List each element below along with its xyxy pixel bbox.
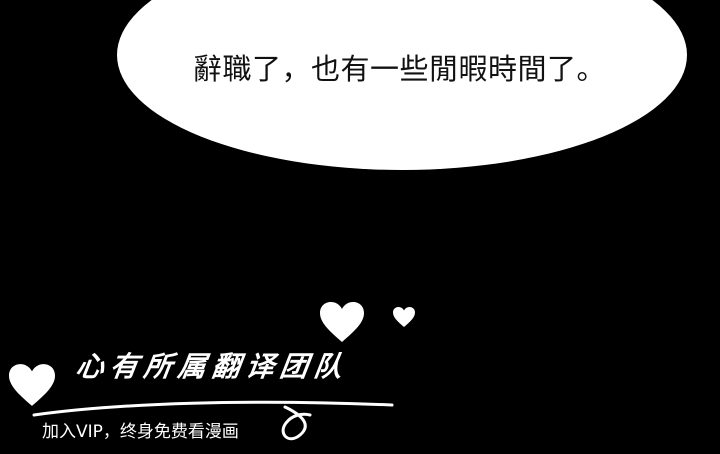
heart-icon — [320, 302, 364, 342]
watermark-subtitle: 加入VIP，终身免费看漫画 — [42, 422, 239, 442]
watermark-swoosh — [32, 400, 394, 441]
speech-bubble-text: 辭職了，也有一些閒暇時間了。 — [193, 52, 607, 86]
heart-icon — [9, 364, 55, 406]
heart-icon — [393, 307, 415, 327]
watermark-title: 心有所属翻译团队 — [73, 350, 351, 383]
